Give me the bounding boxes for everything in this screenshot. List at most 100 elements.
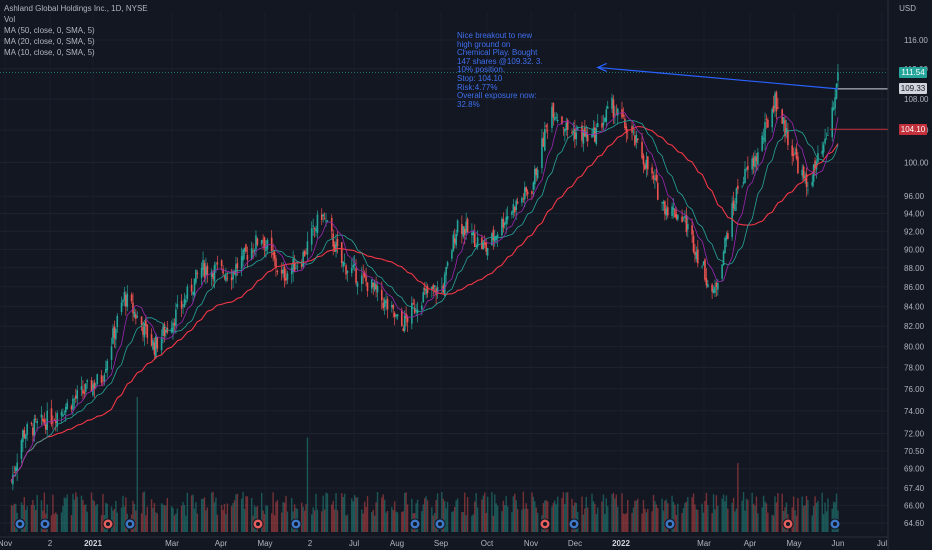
volume-bar [832, 501, 835, 532]
trendline-arrowhead [596, 62, 607, 73]
candle-body [223, 276, 226, 278]
candle-body [310, 228, 313, 245]
x-tick-label: Jul [349, 539, 359, 548]
volume-bar [132, 500, 134, 532]
volume-bar [236, 493, 239, 532]
candle-body [386, 298, 389, 310]
volume-bar [534, 501, 536, 532]
volume-bar [361, 509, 363, 532]
candle-body [232, 270, 234, 280]
volume-bar [751, 492, 753, 532]
volume-bar [301, 502, 303, 532]
dividend-marker-icon [409, 518, 421, 530]
candle-body [837, 72, 839, 81]
dividend-marker-icon [434, 518, 446, 530]
candle-body [455, 233, 457, 246]
ma10-label: MA (10, close, 0, SMA, 5) [4, 48, 95, 57]
candle-body [775, 92, 778, 112]
y-tick-label: 86.00 [904, 283, 925, 292]
candle-body [96, 374, 99, 384]
volume-bar [421, 511, 423, 532]
volume-bar [33, 505, 36, 532]
candle-body [170, 328, 173, 333]
candle-body [195, 269, 197, 283]
volume-bar [744, 510, 746, 532]
candle-body [412, 303, 415, 305]
volume-bar [771, 514, 773, 532]
y-tick-label: 88.00 [904, 264, 925, 273]
volume-bar [72, 493, 74, 532]
volume-bar [30, 504, 33, 532]
candle-body [515, 200, 518, 211]
candle-body [541, 138, 543, 169]
volume-bar [554, 500, 556, 532]
volume-bar [734, 511, 736, 532]
candle-body [146, 324, 149, 338]
candle-body [574, 128, 576, 140]
candle-body [285, 278, 287, 281]
candle-body [486, 247, 489, 256]
candle-body [615, 113, 618, 115]
volume-bar [182, 501, 184, 532]
candle-body [83, 391, 86, 394]
volume-bar [22, 504, 24, 532]
candle-body [835, 83, 838, 99]
volume-bar [266, 505, 269, 532]
volume-bar [442, 498, 444, 532]
chart-title: Ashland Global Holdings Inc., 1D, NYSE [4, 4, 148, 13]
candle-body [262, 240, 264, 242]
candle-body [182, 305, 184, 307]
candle-body [42, 418, 44, 422]
trade-annotation[interactable]: Nice breakout to new high ground on Chem… [457, 31, 543, 109]
candle-body [622, 114, 625, 117]
candle-body [555, 117, 558, 118]
volume-bar [15, 503, 17, 532]
candle-body [506, 215, 509, 220]
volume-bar [92, 499, 94, 532]
candle-body [335, 242, 337, 252]
volume-bar [614, 498, 616, 532]
volume-bar [697, 509, 699, 532]
volume-bar [190, 495, 193, 532]
candle-body [303, 251, 306, 257]
volume-bar [474, 501, 476, 532]
volume-bar [445, 508, 447, 532]
volume-bar [651, 511, 653, 532]
y-tick-label: 70.50 [904, 447, 925, 456]
candle-body [93, 382, 96, 389]
candle-body [22, 430, 24, 443]
volume-bar [185, 515, 187, 532]
candle-body [360, 275, 363, 285]
volume-bar [396, 512, 399, 532]
volume-bar [391, 506, 393, 532]
candle-body [552, 102, 555, 118]
candle-body [707, 284, 709, 288]
volume-bar [332, 501, 334, 532]
volume-bar [362, 513, 364, 532]
volume-bar [336, 510, 339, 532]
candle-body [202, 260, 204, 270]
time-axis[interactable]: Nov 2 2021 Mar Apr May 2 Jul Aug Sep Oct Nov Dec 2022… [0, 539, 887, 548]
volume-bar [376, 491, 379, 532]
volume-bar [555, 504, 557, 532]
volume-bar [213, 502, 216, 532]
candle-body [76, 390, 79, 399]
volume-bar [694, 504, 696, 532]
volume-bar [100, 515, 103, 532]
volume-bar [230, 505, 233, 532]
candle-body [702, 261, 705, 266]
entry-price-tag: 109.33 [899, 83, 927, 95]
y-tick-label: 66.00 [904, 501, 925, 510]
event-markers [14, 518, 841, 530]
candle-body [186, 286, 189, 300]
candle-body [275, 258, 277, 269]
volume-bar [657, 507, 659, 532]
candle-body [522, 198, 525, 200]
candle-body [501, 218, 503, 236]
volume-bar [335, 493, 337, 532]
candle-body [805, 173, 808, 188]
candle-body [205, 267, 207, 275]
volume-bar [814, 496, 816, 532]
candle-body [471, 232, 473, 236]
